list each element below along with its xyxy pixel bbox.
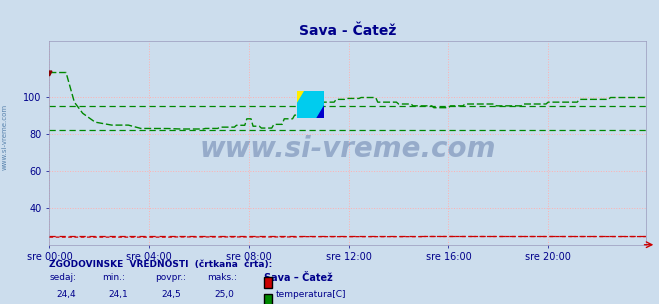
Polygon shape (297, 91, 324, 118)
Text: sedaj:: sedaj: (49, 273, 76, 282)
Text: www.si-vreme.com: www.si-vreme.com (200, 135, 496, 163)
Text: maks.:: maks.: (208, 273, 237, 282)
Text: povpr.:: povpr.: (155, 273, 186, 282)
Text: 25,0: 25,0 (214, 290, 234, 299)
Text: ZGODOVINSKE  VREDNOSTI  (črtkana  črta):: ZGODOVINSKE VREDNOSTI (črtkana črta): (49, 260, 273, 269)
Text: min.:: min.: (102, 273, 125, 282)
Text: 24,4: 24,4 (56, 290, 76, 299)
Text: temperatura[C]: temperatura[C] (275, 290, 346, 299)
Text: www.si-vreme.com: www.si-vreme.com (2, 104, 8, 170)
Text: 24,1: 24,1 (109, 290, 129, 299)
Polygon shape (297, 91, 324, 118)
Text: 24,5: 24,5 (161, 290, 181, 299)
Title: Sava - Čatež: Sava - Čatež (299, 25, 396, 39)
Text: Sava – Čatež: Sava – Čatež (264, 273, 332, 283)
Polygon shape (297, 91, 324, 118)
